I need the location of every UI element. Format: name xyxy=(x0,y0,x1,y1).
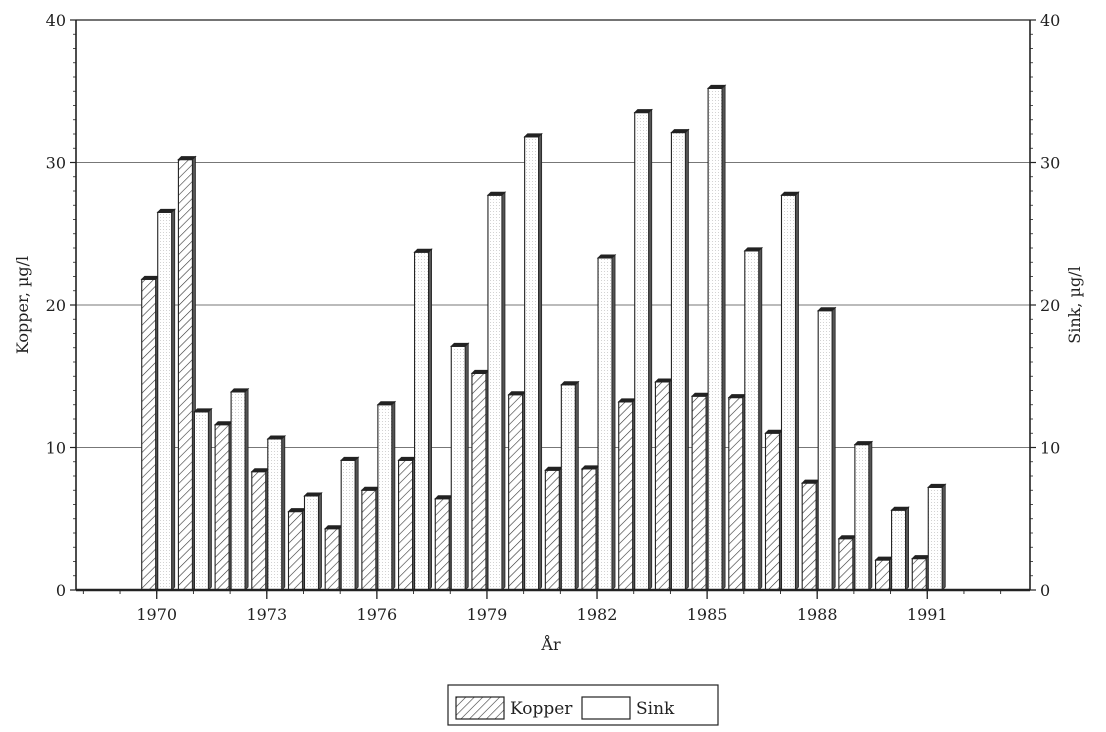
bar-side-sink xyxy=(208,407,212,591)
legend-swatch-kopper xyxy=(455,696,505,720)
bar-sink xyxy=(634,112,650,591)
bar-kopper xyxy=(177,159,193,591)
bar-sink xyxy=(597,257,613,591)
x-tick-label: 1976 xyxy=(357,605,398,624)
bar-side-sink xyxy=(538,132,543,591)
bar-kopper xyxy=(141,278,157,591)
x-axis-title: År xyxy=(540,634,561,654)
bar-side-sink xyxy=(905,506,909,591)
bar-sink xyxy=(487,194,503,591)
bar-kopper xyxy=(911,558,927,591)
bar-kopper xyxy=(875,559,891,591)
bar-side-sink xyxy=(428,248,432,591)
x-tick-label: 1982 xyxy=(577,605,618,624)
bar-kopper xyxy=(251,471,267,591)
bar-sink xyxy=(524,136,540,591)
bar-kopper xyxy=(324,528,340,591)
bar-sink xyxy=(817,310,833,591)
bar-side-sink xyxy=(611,254,616,591)
bar-side-sink xyxy=(501,191,506,591)
y-tick-label-left: 20 xyxy=(46,296,66,315)
x-tick-label: 1988 xyxy=(797,605,838,624)
bar-kopper xyxy=(728,397,744,591)
bars xyxy=(140,84,947,591)
x-tick-label: 1970 xyxy=(136,605,177,624)
bar-sink xyxy=(891,509,907,591)
tick-labels: 0 0 10 10 20 20 30 30 40 40 1970 1973 1976 1979 1982 19… xyxy=(46,11,1061,624)
bar-side-sink xyxy=(941,483,946,591)
axes xyxy=(70,19,1036,599)
bar-side-sink xyxy=(318,491,322,591)
bar-side-sink xyxy=(281,434,286,591)
bar-side-sink xyxy=(354,456,359,591)
bar-sink xyxy=(780,194,797,591)
x-tick-label: 1973 xyxy=(246,605,287,624)
bar-side-sink xyxy=(574,380,579,591)
bar-kopper xyxy=(508,394,524,591)
legend-swatch-sink xyxy=(581,696,631,720)
bar-kopper xyxy=(287,511,304,591)
y-axis-left-title: Kopper, µg/l xyxy=(13,256,32,354)
bar-side-sink xyxy=(758,246,763,591)
bar-kopper xyxy=(801,482,817,591)
bar-side-sink xyxy=(721,84,726,591)
bar-kopper xyxy=(398,459,414,591)
bar-sink xyxy=(670,132,686,591)
legend: Kopper Sink xyxy=(447,684,719,726)
bar-kopper xyxy=(581,468,597,591)
bar-side-sink xyxy=(171,208,176,591)
y-tick-label-left: 30 xyxy=(46,154,66,173)
bar-side-sink xyxy=(685,128,689,591)
bar-kopper xyxy=(361,489,377,591)
legend-label-sink: Sink xyxy=(636,699,675,719)
x-tick-label: 1991 xyxy=(907,605,948,624)
bar-sink xyxy=(450,345,466,591)
y-tick-label-left: 40 xyxy=(46,11,66,30)
bar-kopper xyxy=(214,424,230,591)
bar-side-sink xyxy=(648,108,653,591)
gridlines xyxy=(76,162,1030,448)
bar-side-sink xyxy=(795,191,799,591)
legend-label-kopper: Kopper xyxy=(510,699,573,719)
x-tick-label: 1985 xyxy=(687,605,728,624)
y-tick-label-right: 30 xyxy=(1040,154,1060,173)
bar-kopper xyxy=(838,538,854,591)
bar-sink xyxy=(707,87,723,591)
bar-side-sink xyxy=(868,440,873,591)
bar-kopper xyxy=(471,372,487,591)
bar-sink xyxy=(377,404,393,591)
bar-kopper xyxy=(764,432,781,591)
bar-sink xyxy=(303,495,320,591)
y-tick-label-left: 0 xyxy=(56,581,66,600)
bar-sink xyxy=(193,411,209,591)
bar-kopper xyxy=(618,401,634,591)
bar-sink xyxy=(560,384,576,591)
bar-kopper xyxy=(654,381,670,591)
bar-kopper xyxy=(691,395,707,591)
bar-sink xyxy=(414,251,430,591)
bar-sink xyxy=(230,391,246,591)
bar-side-sink xyxy=(464,342,469,591)
bar-sink xyxy=(157,211,173,591)
bar-sink xyxy=(744,250,760,591)
bar-side-sink xyxy=(831,306,836,591)
bar-kopper xyxy=(544,469,560,591)
x-tick-label: 1979 xyxy=(467,605,508,624)
y-axis-right-title: Sink, µg/l xyxy=(1065,266,1084,343)
bar-sink xyxy=(340,459,356,591)
bar-side-sink xyxy=(244,387,249,591)
bar-kopper xyxy=(434,498,450,591)
y-tick-label-right: 10 xyxy=(1040,439,1060,458)
y-tick-label-right: 20 xyxy=(1040,296,1060,315)
bar-side-sink xyxy=(391,400,396,591)
bar-sink xyxy=(927,486,943,591)
bar-sink xyxy=(854,444,870,591)
y-tick-label-right: 40 xyxy=(1040,11,1060,30)
y-tick-label-left: 10 xyxy=(46,439,66,458)
bar-sink xyxy=(267,438,283,591)
y-tick-label-right: 0 xyxy=(1040,581,1050,600)
